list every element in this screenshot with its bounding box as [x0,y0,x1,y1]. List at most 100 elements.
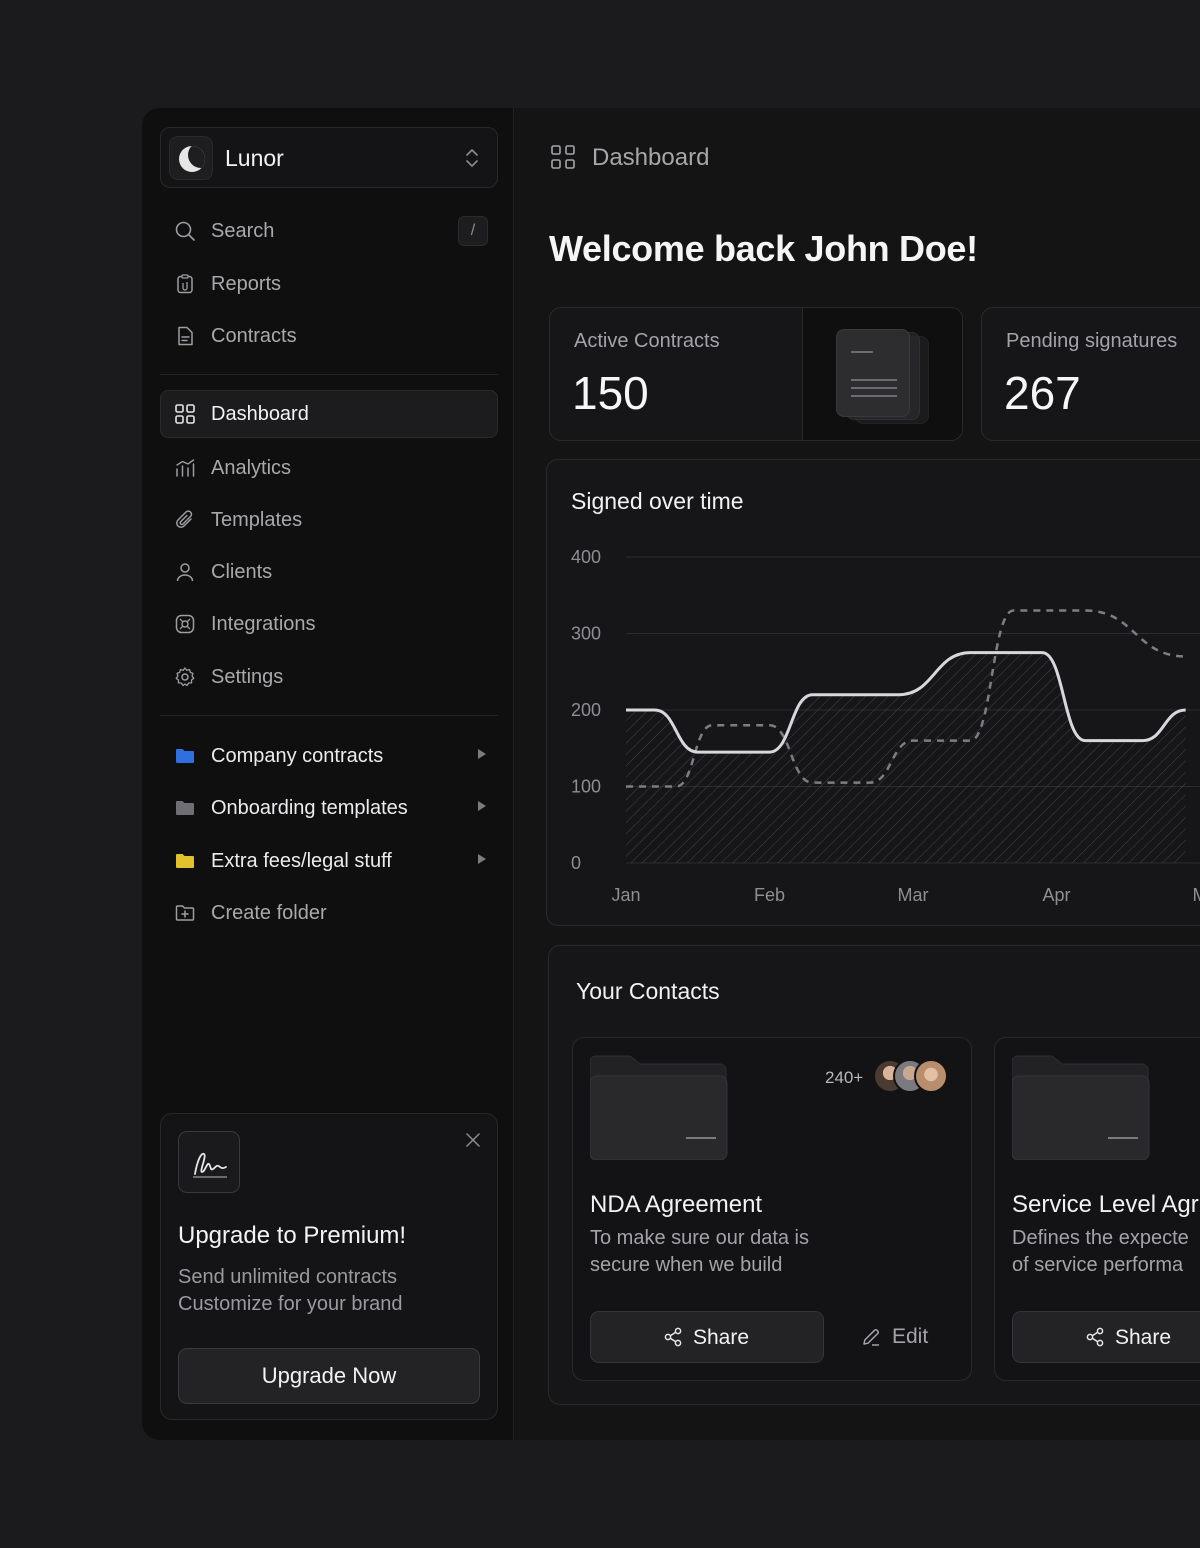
promo-title: Upgrade to Premium! [178,1222,407,1249]
integrations-icon [175,614,195,634]
contract-description: secure when we build [590,1254,783,1276]
chevron-up-down-icon [466,149,478,167]
y-tick-label: 200 [571,700,601,720]
app-window: Lunor Search / Reports Contracts Dashboa… [142,108,1200,1440]
sidebar-divider [160,374,498,375]
sidebar-item-templates[interactable]: Templates [160,496,498,544]
folder-icon [176,801,194,815]
moon-logo-icon [169,136,213,180]
sidebar-item-label: Analytics [211,457,292,479]
line-chart: 0 100 200 300 400 Jan Feb Mar Apr M [571,547,1200,905]
stat-label: Active Contracts [574,330,720,352]
expand-arrow-icon[interactable] [478,854,486,864]
page-title: Welcome back John Doe! [549,228,978,269]
sidebar-item-reports[interactable]: Reports [160,260,498,308]
chart-title: Signed over time [571,488,744,514]
folder-icon [1012,1055,1150,1160]
search-icon [175,221,195,241]
upgrade-now-button[interactable]: Upgrade Now [178,1348,480,1404]
sidebar-item-analytics[interactable]: Analytics [160,444,498,492]
share-button[interactable]: Share [590,1311,824,1363]
user-icon [176,563,194,582]
share-label: Share [1115,1326,1172,1349]
pencil-icon [863,1329,879,1346]
breadcrumb: Dashboard [592,144,710,171]
signed-over-time-chart: Signed over time 0 100 200 300 400 Jan Feb Mar… [546,459,1200,926]
sidebar-folder-extra-fees[interactable]: Extra fees/legal stuff [160,837,498,885]
sidebar-folder-onboarding-templates[interactable]: Onboarding templates [160,784,498,832]
clipboard-icon [177,274,193,294]
x-tick-label: Feb [754,885,785,905]
sidebar: Lunor Search / Reports Contracts Dashboa… [142,108,514,1440]
gear-icon [175,667,195,687]
promo-text: Send unlimited contracts [178,1266,398,1288]
stat-card-active-contracts: Active Contracts 150 [549,307,963,441]
share-label: Share [693,1326,750,1349]
stat-value: 150 [572,367,649,419]
series-line-solid [626,651,1186,754]
folder-icon [176,749,194,763]
folder-icon [590,1055,728,1160]
upgrade-promo-card: Upgrade to Premium! Send unlimited contr… [160,1113,498,1420]
document-icon [178,326,193,346]
promo-text: Customize for your brand [178,1293,403,1315]
series-line-dashed [626,609,1186,788]
x-tick-label: Jan [611,885,640,905]
signature-icon [178,1131,240,1193]
expand-arrow-icon[interactable] [478,749,486,759]
stat-label: Pending signatures [1006,330,1178,352]
contract-description: Defines the expecte [1012,1227,1189,1249]
paperclip-icon [176,510,193,528]
contract-title: NDA Agreement [590,1191,763,1218]
sidebar-divider [160,715,498,716]
contact-count: 240+ [825,1068,864,1087]
your-contacts-section: Your Contacts 240+ NDA Agreement To make… [548,945,1200,1405]
sidebar-item-label: Reports [211,273,282,295]
sidebar-item-label: Extra fees/legal stuff [211,850,392,872]
y-tick-label: 0 [571,853,581,873]
sidebar-item-label: Company contracts [211,745,384,767]
sidebar-item-label: Search [211,220,275,242]
sidebar-item-dashboard[interactable]: Dashboard [160,390,498,438]
sidebar-item-label: Settings [211,666,284,688]
grid-icon [175,404,195,424]
x-tick-label: Mar [898,885,929,905]
share-icon [664,1327,682,1347]
contract-description: To make sure our data is [590,1227,809,1249]
area-fill [626,652,1186,863]
share-icon [1086,1327,1104,1347]
sidebar-item-settings[interactable]: Settings [160,653,498,701]
sidebar-item-contracts[interactable]: Contracts [160,312,498,360]
x-tick-label: M [1193,885,1200,905]
sidebar-item-label: Dashboard [211,403,309,425]
contract-title: Service Level Agr [1012,1191,1199,1218]
sidebar-item-integrations[interactable]: Integrations [160,600,498,648]
edit-label: Edit [892,1325,929,1348]
analytics-icon [176,459,195,477]
sidebar-item-label: Onboarding templates [211,797,408,819]
section-title: Your Contacts [576,978,720,1004]
contact-card-sla[interactable]: Service Level Agr Defines the expecte of… [994,1037,1200,1381]
sidebar-item-label: Clients [211,561,273,583]
folder-icon [176,854,194,868]
folder-plus-icon [175,905,195,921]
contact-card-nda[interactable]: 240+ NDA Agreement To make sure our data… [572,1037,972,1381]
documents-illustration [802,308,962,440]
sidebar-folder-company-contracts[interactable]: Company contracts [160,732,498,780]
create-folder-button[interactable]: Create folder [160,889,498,937]
stat-card-pending-signatures: Pending signatures 267 [981,307,1200,441]
search-shortcut-badge: / [458,216,488,246]
sidebar-item-label: Contracts [211,325,297,347]
sidebar-item-clients[interactable]: Clients [160,548,498,596]
sidebar-item-search[interactable]: Search / [160,207,498,255]
workspace-switcher[interactable]: Lunor [160,127,498,188]
contract-description: of service performa [1012,1254,1184,1276]
y-tick-label: 400 [571,547,601,567]
share-button[interactable]: Share [1012,1311,1200,1363]
y-tick-label: 300 [571,624,601,644]
expand-arrow-icon[interactable] [478,801,486,811]
main-content: Dashboard Welcome back John Doe! Active … [515,108,1200,1440]
close-icon[interactable] [465,1132,481,1148]
grid-icon [551,145,575,169]
avatar [914,1059,948,1093]
